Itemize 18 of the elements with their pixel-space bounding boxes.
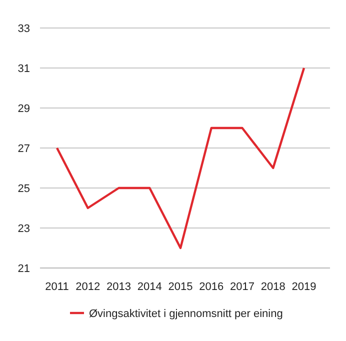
y-tick-label: 25 <box>18 182 30 195</box>
y-tick-label: 33 <box>18 22 30 35</box>
x-tick-label: 2015 <box>168 281 193 293</box>
x-tick-label: 2017 <box>230 281 254 293</box>
x-tick-label: 2016 <box>199 281 224 293</box>
x-tick-label: 2018 <box>260 281 286 293</box>
y-tick-label: 29 <box>18 102 30 115</box>
x-tick-label: 2014 <box>137 281 162 293</box>
y-tick-label: 23 <box>18 222 30 235</box>
line-series <box>56 66 306 250</box>
y-tick-label: 27 <box>18 142 30 155</box>
x-tick-label: 2019 <box>292 281 316 293</box>
y-tick-label: 31 <box>18 62 30 75</box>
legend-label: Øvingsaktivitet i gjennomsnitt per eining <box>89 308 283 320</box>
x-tick-label: 2013 <box>106 281 131 293</box>
x-tick-label: 2012 <box>76 281 100 293</box>
x-tick-label: 2011 <box>45 281 69 293</box>
y-tick-label: 21 <box>18 262 30 275</box>
